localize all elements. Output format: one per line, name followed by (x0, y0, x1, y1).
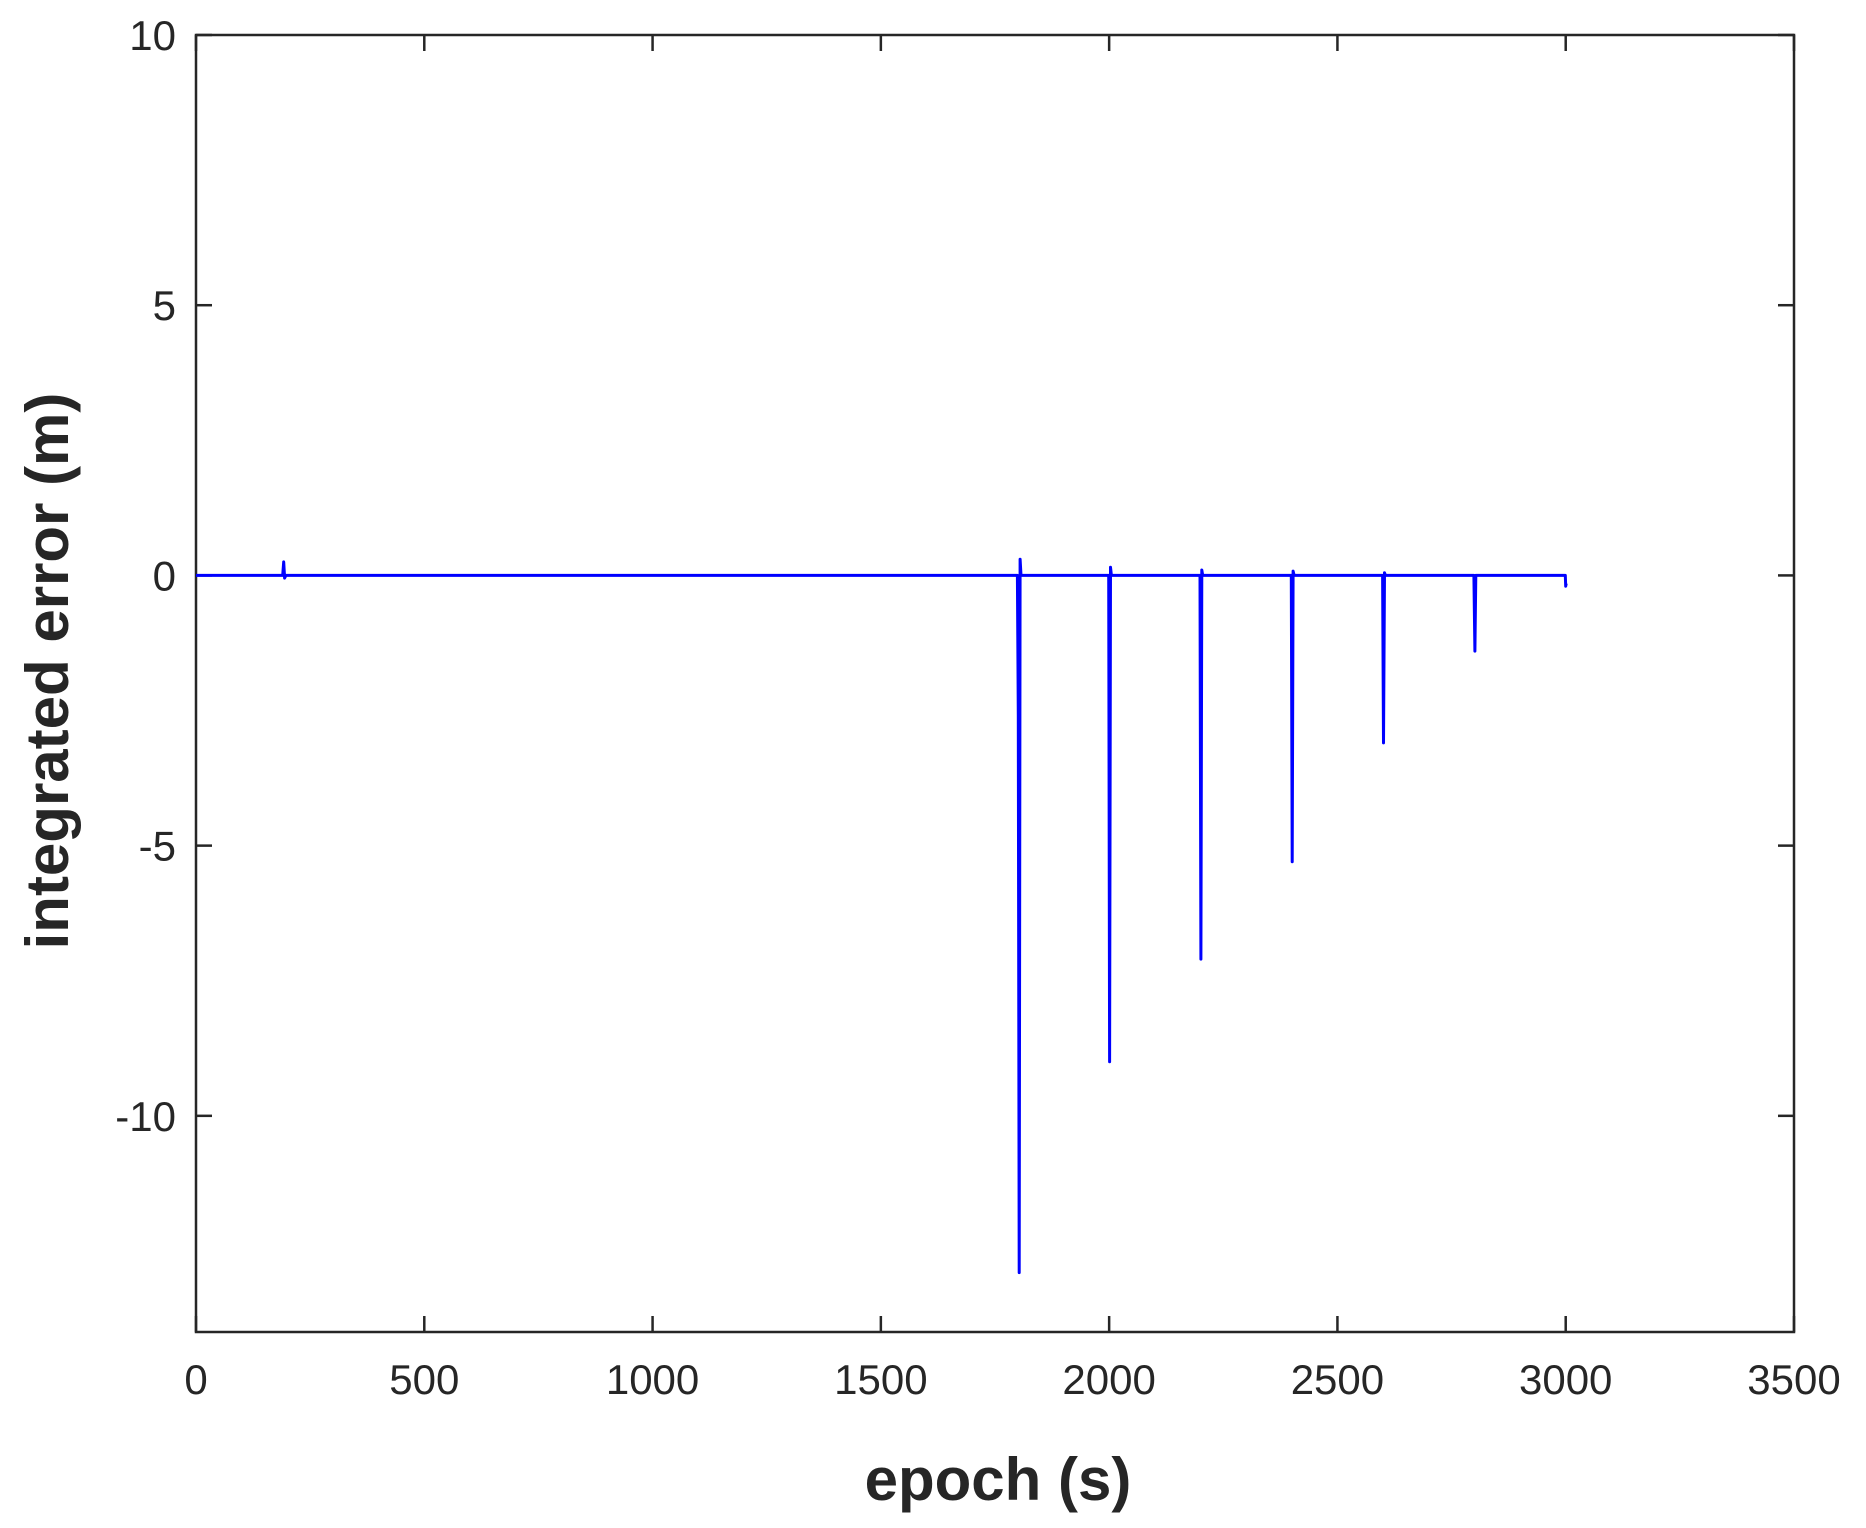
y-axis-title: integrated error (m) (14, 393, 81, 950)
y-tick-label: -10 (115, 1093, 176, 1140)
x-tick-label: 0 (184, 1356, 207, 1403)
y-tick-label: 0 (153, 552, 176, 599)
plot-area: 0 500 1000 1500 2000 2500 3000 3500 10 5 0 -5 -10 (115, 12, 1840, 1403)
x-tick-label: 2500 (1291, 1356, 1384, 1403)
axes-box (194, 33, 1796, 1334)
x-tick-label: 500 (389, 1356, 459, 1403)
x-axis-title: epoch (s) (865, 1446, 1132, 1513)
y-tick-label: -5 (139, 823, 176, 870)
x-tick-label: 3500 (1747, 1356, 1840, 1403)
y-tick-label: 5 (153, 282, 176, 329)
x-tick-label: 2000 (1062, 1356, 1155, 1403)
y-tick-label: 10 (129, 12, 176, 59)
x-tick-label: 1500 (834, 1356, 927, 1403)
x-tick-label: 3000 (1519, 1356, 1612, 1403)
x-tick-label: 1000 (606, 1356, 699, 1403)
series-line (196, 557, 1568, 1275)
